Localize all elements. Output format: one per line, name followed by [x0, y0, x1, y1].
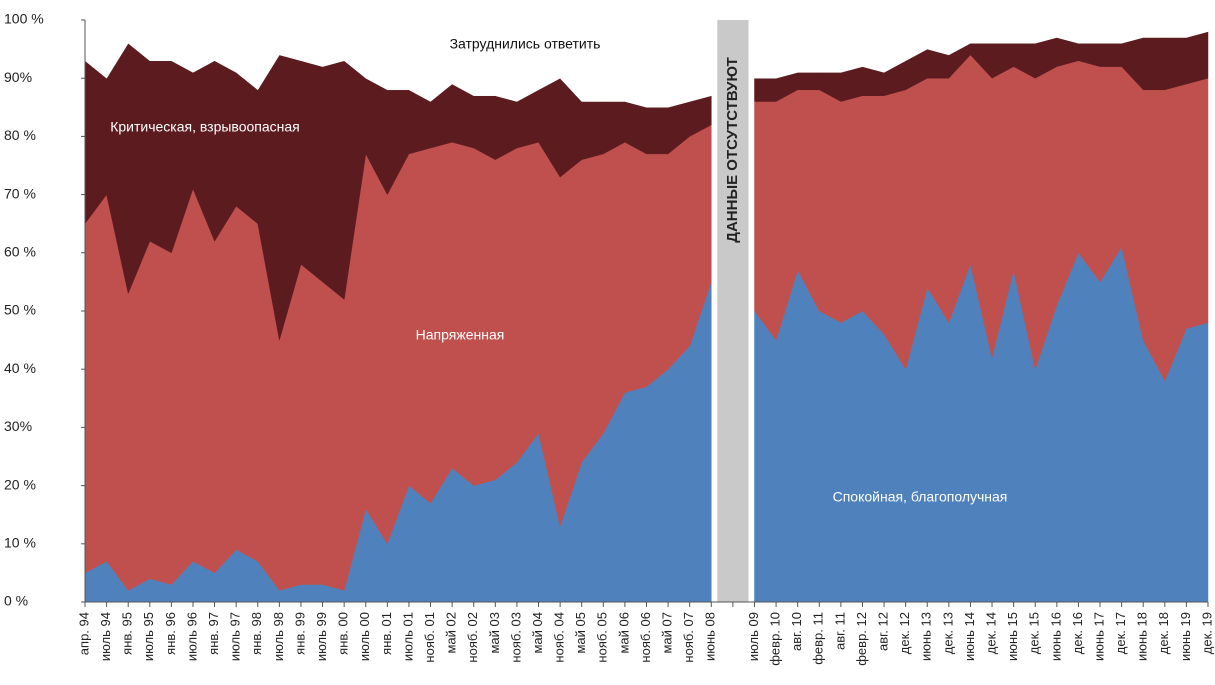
series-label: Критическая, взрывоопасная [110, 119, 300, 135]
x-tick-label: нояб. 07 [681, 612, 696, 663]
series-label: Спокойная, благополучная [833, 489, 1008, 505]
x-tick-label: июль 00 [357, 612, 372, 661]
x-tick-label: дек. 16 [1070, 612, 1085, 654]
x-tick-label: дек. 15 [1027, 612, 1042, 654]
plot-area [84, 19, 1209, 603]
x-tick-label: янв. 95 [120, 612, 135, 655]
y-tick-label: 10 % [4, 535, 36, 551]
x-tick-label: июнь 15 [1005, 612, 1020, 661]
y-tick-label: 0 % [4, 593, 28, 609]
y-tick-label: 100 % [4, 11, 44, 27]
area [84, 19, 1209, 108]
x-tick-label: авг. 11 [832, 612, 847, 650]
x-tick-label: июнь 08 [703, 612, 718, 661]
x-tick-label: май 05 [573, 612, 588, 654]
x-tick-label: дек. 13 [940, 612, 955, 654]
x-tick-label: май 04 [530, 612, 545, 654]
series-label: Напряженная [416, 327, 505, 343]
x-tick-label: янв. 00 [336, 612, 351, 655]
x-tick-label: июль 94 [98, 612, 113, 661]
x-tick-label: февр. 10 [768, 612, 783, 666]
x-tick-label: июль 09 [746, 612, 761, 661]
y-tick-label: 70 % [4, 185, 36, 201]
no-data-band [717, 20, 749, 602]
x-tick-label: июнь 19 [1178, 612, 1193, 661]
y-tick-label: 40 % [4, 360, 36, 376]
x-tick-label: июнь 18 [1135, 612, 1150, 661]
x-tick-label: дек. 17 [1113, 612, 1128, 654]
x-tick-label: дек. 14 [983, 612, 998, 654]
series-label: Затруднились ответить [450, 36, 601, 52]
x-tick-label: дек. 19 [1199, 612, 1214, 654]
no-data-label: ДАННЫЕ ОТСУТСТВУЮТ [724, 57, 741, 242]
y-tick-label: 80 % [4, 127, 36, 143]
x-tick-label: авг. 10 [789, 612, 804, 651]
x-tick-label: май 06 [616, 612, 631, 654]
x-tick-label: янв. 98 [249, 612, 264, 655]
x-tick-label: янв. 99 [292, 612, 307, 655]
x-tick-label: июль 01 [400, 612, 415, 661]
x-tick-label: июнь 17 [1091, 612, 1106, 661]
y-tick-label: 30% [4, 418, 32, 434]
x-tick-label: дек. 12 [897, 612, 912, 654]
x-tick-label: июль 98 [271, 612, 286, 661]
y-tick-label: 50 % [4, 302, 36, 318]
x-tick-label: июль 97 [228, 612, 243, 661]
x-tick-label: апр. 94 [76, 612, 91, 655]
x-tick-label: нояб. 05 [595, 612, 610, 663]
x-tick-label: нояб. 03 [508, 612, 523, 663]
x-tick-label: февр. 11 [811, 612, 826, 665]
x-tick-label: янв. 96 [163, 612, 178, 655]
y-tick-label: 20 % [4, 476, 36, 492]
x-tick-label: дек. 18 [1156, 612, 1171, 654]
x-tick-label: февр. 12 [854, 612, 869, 666]
x-tick-label: июль 96 [184, 612, 199, 661]
y-tick-label: 90% [4, 69, 32, 85]
x-tick-label: июнь 13 [919, 612, 934, 661]
x-tick-label: июль 99 [314, 612, 329, 661]
x-tick-label: нояб. 04 [552, 612, 567, 663]
x-tick-label: нояб. 06 [638, 612, 653, 663]
x-tick-label: нояб. 01 [422, 612, 437, 663]
x-tick-label: май 03 [487, 612, 502, 654]
x-tick-label: июль 95 [141, 612, 156, 661]
x-tick-label: июнь 16 [1048, 612, 1063, 661]
x-tick-label: май 02 [444, 612, 459, 654]
y-tick-label: 60 % [4, 244, 36, 260]
x-tick-label: янв. 01 [379, 612, 394, 655]
x-tick-label: нояб. 02 [465, 612, 480, 663]
x-tick-label: авг. 12 [875, 612, 890, 651]
x-tick-label: июнь 14 [962, 612, 977, 661]
x-tick-label: янв. 97 [206, 612, 221, 655]
x-tick-label: май 07 [660, 612, 675, 654]
